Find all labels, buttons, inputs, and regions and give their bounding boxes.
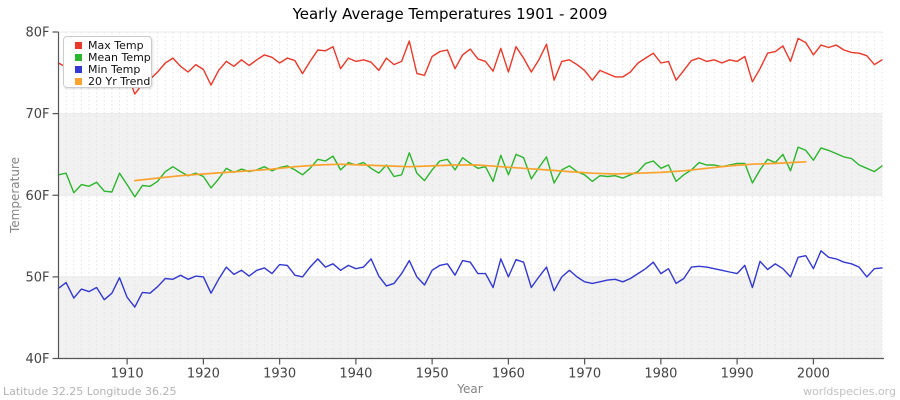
legend-item-20yr-trend: 20 Yr Trend [75,74,151,88]
series-line-mean-temp [57,146,883,198]
legend-label-20yr-trend: 20 Yr Trend [88,74,151,88]
x-tick-label: 1930 [263,367,296,382]
legend-swatch-min-temp [75,65,82,73]
plot-band [58,113,882,196]
chart-title: Yearly Average Temperatures 1901 - 2009 [292,5,608,23]
legend-label-min-temp: Min Temp [88,62,141,76]
x-axis-label: Year [457,382,483,396]
y-tick-label: 40F [25,352,49,367]
x-tick-label: 1970 [568,367,601,382]
series-line-20-yr-trend [133,160,807,182]
series-line-max-temp [57,37,883,95]
x-tick-label: 2000 [797,367,830,382]
series-line-min-temp [57,250,883,308]
legend-item-min-temp: Min Temp [75,62,151,76]
y-tick-label: 50F [25,270,49,285]
x-tick-label: 1950 [416,367,449,382]
x-tick-label: 1960 [492,367,525,382]
footer-coordinates: Latitude 32.25 Longitude 36.25 [3,385,177,398]
legend-item-max-temp: Max Temp [75,38,151,52]
footer-watermark: worldspecies.org [803,385,896,398]
y-tick-label: 70F [25,107,49,122]
x-tick-label: 1920 [187,367,220,382]
x-tick-label: 1980 [644,367,677,382]
legend-label-mean-temp: Mean Temp [88,50,151,64]
legend-swatch-mean-temp [75,53,82,61]
legend: Max Temp Mean Temp Min Temp 20 Yr Trend [63,36,152,88]
legend-item-mean-temp: Mean Temp [75,50,151,64]
y-axis-label: Temperature [8,156,22,234]
legend-label-max-temp: Max Temp [88,38,144,52]
x-tick-label: 1940 [339,367,372,382]
legend-swatch-max-temp [75,41,82,49]
x-tick-label: 1990 [721,367,754,382]
x-tick-label: 1910 [111,367,144,382]
y-tick-label: 80F [25,26,49,41]
y-tick-label: 60F [25,189,49,204]
legend-swatch-20yr-trend [75,77,82,85]
